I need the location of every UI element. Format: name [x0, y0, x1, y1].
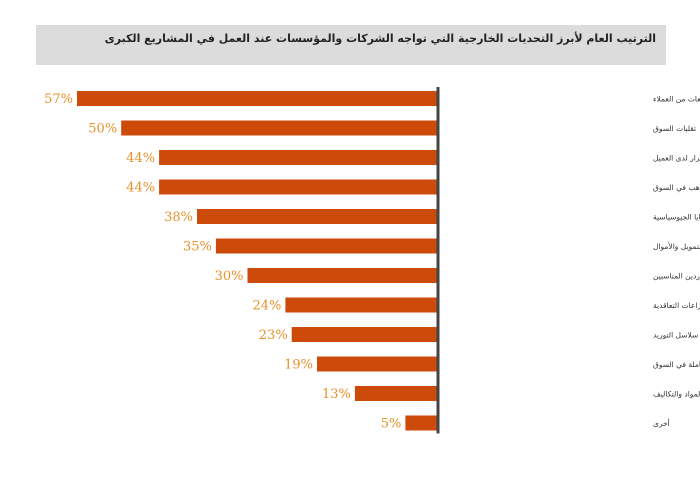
bar-9 — [291, 327, 437, 342]
value-label-3: 44% — [126, 151, 155, 166]
bar-12 — [405, 415, 437, 431]
value-label-8: 24% — [252, 299, 281, 314]
value-label-11: 13% — [322, 387, 351, 402]
category-label-8: النزاعات التعاقدية — [653, 301, 700, 310]
category-label-11: التذبذب في أسعار المواد والتكاليف — [653, 389, 700, 399]
value-label-7: 30% — [215, 269, 244, 284]
value-label-6: 35% — [183, 240, 212, 255]
value-label-1: 57% — [44, 92, 73, 107]
bar-11 — [354, 386, 437, 401]
value-label-9: 23% — [259, 328, 288, 343]
bar-7 — [247, 268, 437, 283]
title-bar: الترتيب العام لأبرز التحديات الخارجية ال… — [36, 25, 666, 65]
bar-10 — [317, 356, 437, 372]
category-label-4: توفر المواهب في السوق — [653, 183, 700, 192]
category-label-3: صناعة القرار لدى العميل — [653, 154, 700, 163]
value-label-5: 38% — [164, 210, 193, 225]
bar-2 — [121, 120, 437, 136]
category-label-1: تأخر استلام الدفعات من العملاء — [653, 94, 700, 104]
value-label-4: 44% — [126, 181, 155, 196]
bar-1 — [77, 91, 437, 106]
bar-8 — [285, 297, 437, 313]
category-label-7: اجتذاب الموردين المناسبين — [653, 272, 700, 281]
category-label-6: توفر التمويل والأموال — [653, 241, 700, 251]
category-label-12: أخرى — [653, 418, 670, 428]
bar-3 — [159, 150, 437, 165]
value-label-10: 19% — [284, 358, 313, 373]
value-label-12: 5% — [381, 417, 402, 432]
category-label-5: عدم الاستقرار السياسي والقضايا الجيوسياس… — [653, 213, 700, 222]
bar-5 — [197, 209, 437, 224]
bar-6 — [215, 238, 437, 254]
category-label-9: قدرة/أداء سلاسل التوريد — [653, 330, 700, 340]
category-label-2: تقلبات السوق — [653, 124, 696, 133]
category-label-10: توفر الأيدي العاملة في السوق — [653, 359, 700, 369]
bar-4 — [159, 179, 437, 195]
value-label-2: 50% — [88, 122, 117, 137]
chart-title: الترتيب العام لأبرز التحديات الخارجية ال… — [104, 32, 656, 45]
